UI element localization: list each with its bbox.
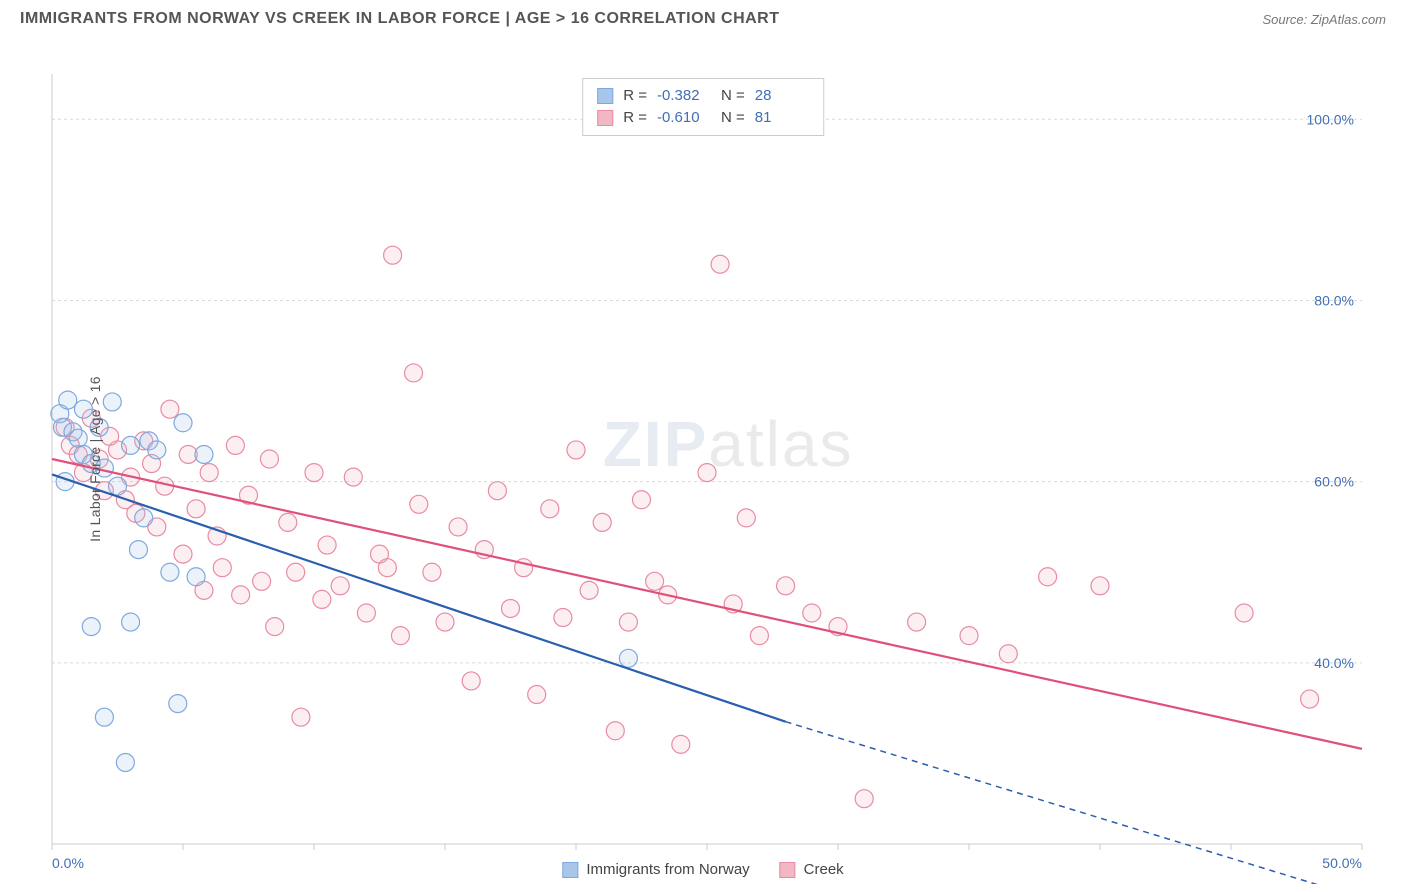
swatch-norway — [562, 862, 578, 878]
swatch-norway — [597, 88, 613, 104]
n-label: N = — [721, 85, 745, 107]
r-label: R = — [623, 85, 647, 107]
y-axis-label: In Labor Force | Age > 16 — [87, 376, 103, 542]
legend-label-creek: Creek — [804, 861, 844, 878]
legend-label-norway: Immigrants from Norway — [586, 861, 749, 878]
svg-text:0.0%: 0.0% — [52, 855, 84, 871]
r-label: R = — [623, 107, 647, 129]
swatch-creek — [597, 110, 613, 126]
svg-text:40.0%: 40.0% — [1314, 655, 1354, 671]
legend-item-creek: Creek — [780, 861, 844, 878]
chart-area: In Labor Force | Age > 16 ZIPatlas 40.0%… — [0, 34, 1406, 884]
chart-title: IMMIGRANTS FROM NORWAY VS CREEK IN LABOR… — [20, 10, 780, 28]
svg-text:50.0%: 50.0% — [1322, 855, 1362, 871]
svg-text:80.0%: 80.0% — [1314, 292, 1354, 308]
n-label: N = — [721, 107, 745, 129]
scatter-plot-svg: 40.0% 60.0% 80.0% 100.0% 0.0% 50.0% — [0, 34, 1406, 884]
svg-text:60.0%: 60.0% — [1314, 474, 1354, 490]
correlation-legend: R = -0.382 N = 28 R = -0.610 N = 81 — [582, 78, 824, 136]
swatch-creek — [780, 862, 796, 878]
source-label: Source: ZipAtlas.com — [1262, 12, 1386, 27]
correlation-row-norway: R = -0.382 N = 28 — [597, 85, 809, 107]
r-value-norway: -0.382 — [657, 85, 711, 107]
svg-text:100.0%: 100.0% — [1307, 111, 1354, 127]
n-value-norway: 28 — [755, 85, 809, 107]
r-value-creek: -0.610 — [657, 107, 711, 129]
n-value-creek: 81 — [755, 107, 809, 129]
legend-item-norway: Immigrants from Norway — [562, 861, 749, 878]
series-legend: Immigrants from Norway Creek — [562, 861, 843, 878]
correlation-row-creek: R = -0.610 N = 81 — [597, 107, 809, 129]
chart-header: IMMIGRANTS FROM NORWAY VS CREEK IN LABOR… — [0, 0, 1406, 34]
